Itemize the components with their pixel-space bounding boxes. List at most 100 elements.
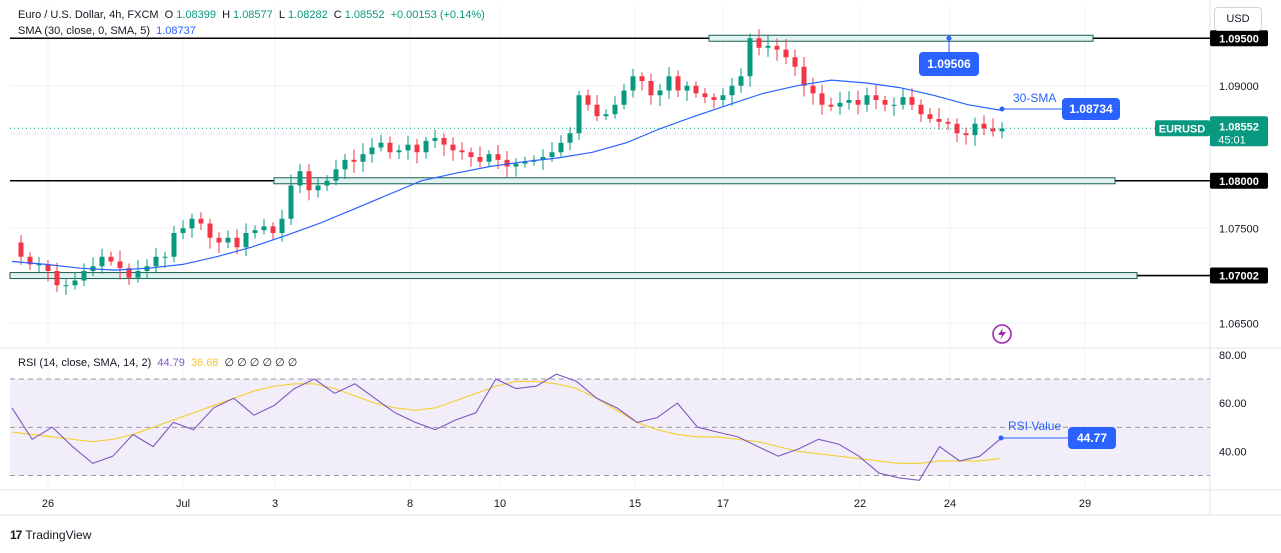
candle-body (774, 45, 780, 50)
high-marker-text: 1.09506 (927, 57, 971, 71)
candle-body (270, 226, 276, 233)
candle-body (990, 128, 996, 132)
open-label: O (164, 9, 174, 21)
main-legend: Euro / U.S. Dollar, 4h, FXCM O 1.08399 H 1… (18, 9, 488, 21)
candle-body (612, 104, 618, 115)
candle-body (891, 104, 897, 106)
candle-body (666, 76, 672, 91)
symbol-tag-text: EURUSD (1159, 123, 1206, 135)
candle-body (117, 261, 123, 269)
candle-body (198, 218, 204, 224)
candle-body (864, 95, 870, 105)
close-value: 1.08552 (344, 9, 385, 21)
price-zone (708, 34, 1094, 42)
candle-body (126, 268, 132, 278)
candle-body (981, 123, 987, 129)
time-tick-label: Jul (176, 498, 190, 510)
candle-body (54, 271, 60, 286)
candle-body (351, 159, 357, 162)
brand-name: TradingView (25, 528, 92, 542)
high-label: H (222, 9, 231, 21)
candle-body (657, 90, 663, 96)
candle-body (747, 38, 753, 77)
symbol-title: Euro / U.S. Dollar, 4h, FXCM (18, 9, 159, 21)
candle-body (45, 264, 51, 271)
candle-body (297, 171, 303, 186)
candle-body (522, 161, 528, 164)
support-resistance-zones (9, 34, 1210, 280)
rsi-value-box (1068, 427, 1116, 449)
candle-body (423, 140, 429, 153)
candle-body (648, 81, 654, 96)
candle-body (720, 95, 726, 100)
sma-legend: SMA (30, close, 0, SMA, 5) 1.08737 (18, 25, 199, 37)
last-price-tag (1210, 116, 1268, 147)
time-tick-label: 8 (407, 498, 413, 510)
symbol-tag (1155, 120, 1210, 137)
price-tick-label: 1.07500 (1219, 223, 1259, 235)
sma-indicator-label: SMA (30, close, 0, SMA, 5) (18, 25, 151, 37)
candle-body (855, 100, 861, 105)
candle-body (783, 49, 789, 58)
candle-body (315, 185, 321, 191)
candle-body (81, 271, 87, 281)
rsi-pane (10, 373, 1210, 481)
sma-value-text: 1.08734 (1069, 102, 1113, 116)
low-value: 1.08282 (287, 9, 328, 21)
price-tick-label: 1.09000 (1219, 81, 1259, 93)
candle-body (621, 90, 627, 105)
candle-body (207, 223, 213, 238)
candle-body (819, 93, 825, 105)
rsi-line (11, 373, 1001, 481)
candle-body (756, 38, 762, 48)
candle-body (567, 133, 573, 143)
time-tick-label: 17 (717, 498, 729, 510)
time-tick-label: 15 (629, 498, 641, 510)
high-marker-dot (946, 35, 952, 41)
candle-body (801, 66, 807, 86)
rsi-empty-values: ∅ ∅ ∅ ∅ ∅ ∅ (224, 357, 298, 369)
candle-body (342, 159, 348, 170)
candle-body (504, 159, 510, 167)
candle-body (63, 285, 69, 287)
sma-series (11, 79, 1003, 271)
candle-body (549, 152, 555, 157)
candle-body (405, 144, 411, 151)
candle-body (216, 237, 222, 243)
time-tick-label: 22 (854, 498, 866, 510)
rsi-tick-label: 60.00 (1219, 398, 1247, 410)
rsi-indicator-value: 44.79 (157, 357, 185, 369)
candle-body (693, 85, 699, 94)
change-value: +0.00153 (+0.14%) (390, 9, 485, 21)
candle-body (72, 280, 78, 286)
candle-body (630, 76, 636, 91)
candle-body (711, 97, 717, 100)
candle-body (279, 218, 285, 233)
candle-body (108, 256, 114, 262)
candle-body (639, 76, 645, 81)
candle-body (684, 85, 690, 91)
candle-body (396, 150, 402, 153)
level-price-text: 1.07002 (1219, 271, 1259, 283)
open-value: 1.08399 (176, 9, 216, 21)
candle-body (738, 76, 744, 86)
candle-body (162, 256, 168, 258)
level-price-text: 1.08000 (1219, 176, 1259, 188)
candle-body (306, 171, 312, 191)
rsi-tick-label: 80.00 (1219, 350, 1247, 362)
candle-body (558, 142, 564, 153)
time-tick-label: 3 (272, 498, 278, 510)
candle-body (180, 228, 186, 233)
time-tick-label: 26 (42, 498, 54, 510)
candle-body (702, 93, 708, 98)
high-marker-box (919, 52, 979, 76)
candle-body (675, 76, 681, 91)
candle-body (603, 114, 609, 117)
candle-body (765, 45, 771, 48)
level-price-tag (1210, 172, 1268, 189)
currency-button[interactable]: USD (1214, 7, 1262, 31)
candle-body (837, 102, 843, 107)
candle-body (225, 237, 231, 243)
close-label: C (333, 9, 342, 21)
